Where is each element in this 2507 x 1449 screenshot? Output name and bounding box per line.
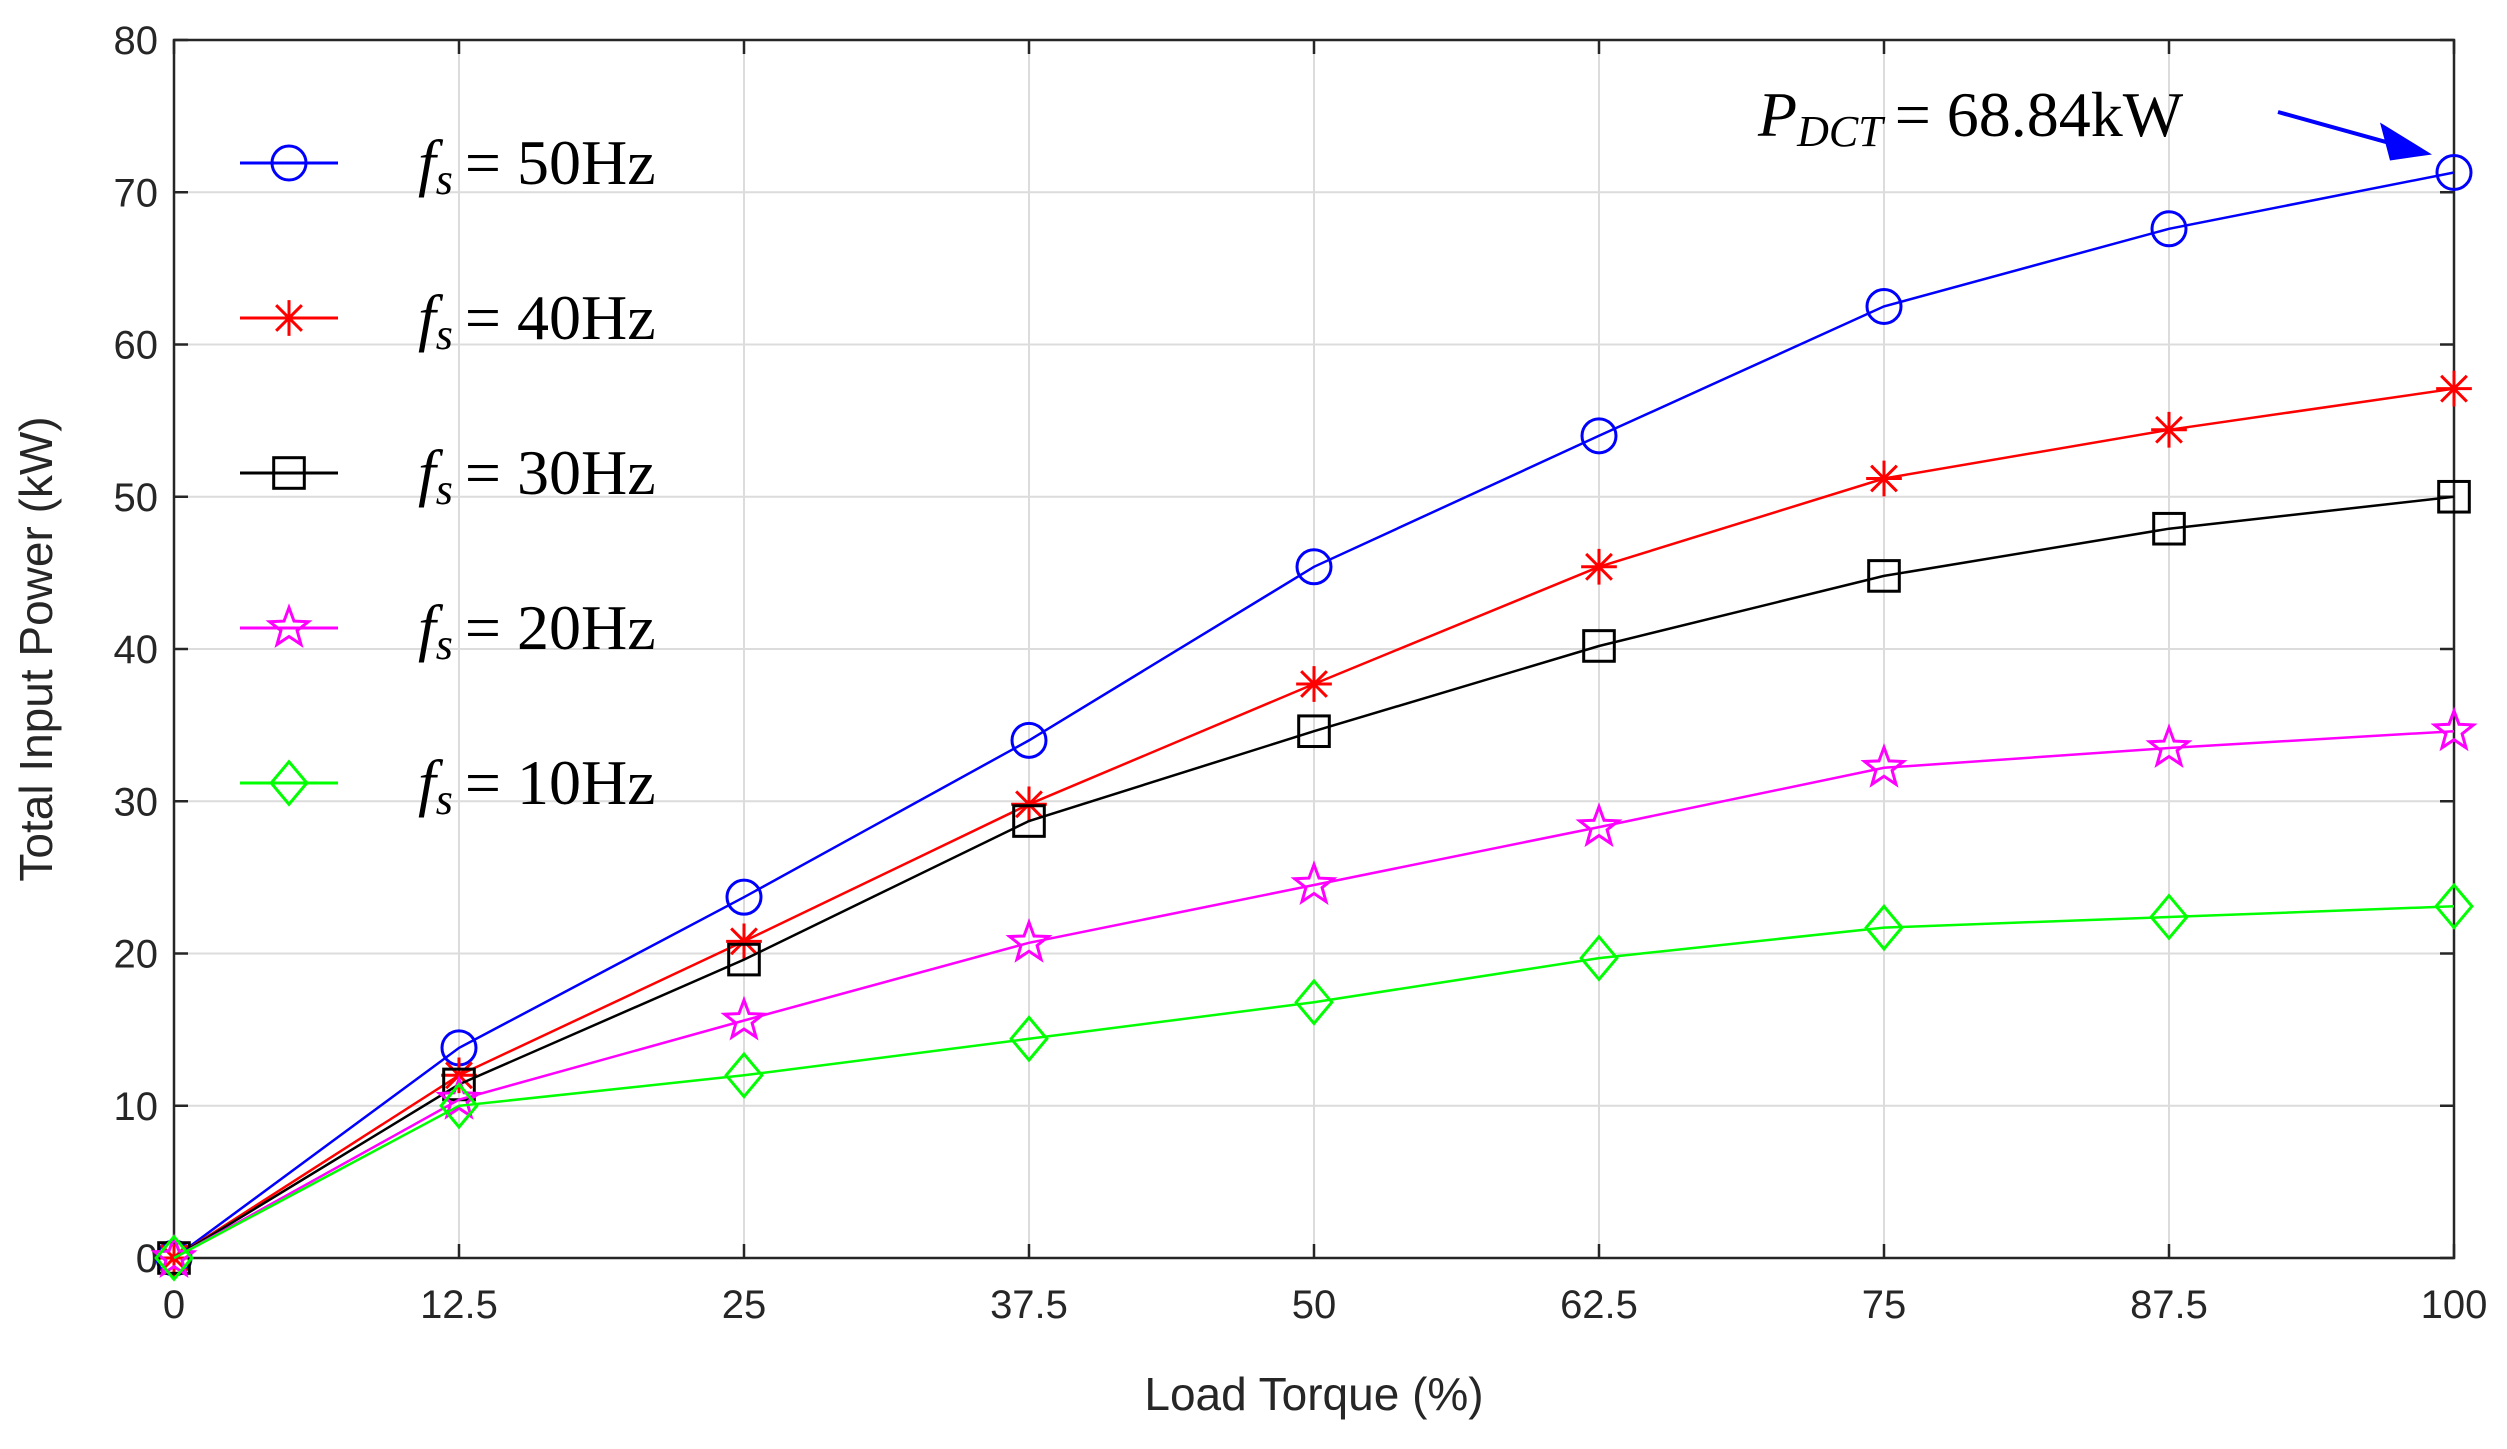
x-tick-label: 100	[2421, 1283, 2488, 1327]
star-marker	[2430, 706, 2478, 752]
star-marker	[1575, 802, 1623, 848]
diamond-marker	[1579, 934, 1619, 982]
series-line	[173, 729, 2455, 1260]
star-marker	[435, 1074, 483, 1120]
legend-label: fs = 30Hz	[418, 437, 656, 514]
diamond-marker	[154, 1234, 194, 1282]
circle-marker	[2435, 153, 2473, 191]
pdct-annotation: PDCT = 68.84kW	[1757, 79, 2432, 161]
x-axis-label: Load Torque (%)	[1144, 1368, 1483, 1420]
y-tick-label: 30	[114, 780, 159, 824]
diamond-marker	[2434, 882, 2474, 930]
series-3	[157, 479, 2471, 1275]
asterisk-marker	[271, 300, 307, 336]
annotation-arrow-line	[2277, 110, 2403, 149]
square-marker	[1582, 629, 1616, 663]
legend-label: fs = 10Hz	[418, 747, 656, 824]
x-tick-label: 50	[1292, 1283, 1337, 1327]
square-marker	[1012, 804, 1046, 838]
circle-marker	[1580, 417, 1618, 455]
x-tick-label: 0	[163, 1283, 185, 1327]
square-marker	[2437, 479, 2471, 514]
legend-entry: fs = 40Hz	[240, 282, 656, 359]
circle-marker	[1295, 548, 1333, 586]
square-marker	[727, 942, 761, 977]
grid	[174, 40, 2454, 1258]
y-tick-label: 80	[114, 19, 159, 63]
x-tick-label: 37.5	[990, 1283, 1068, 1327]
legend-label: fs = 40Hz	[418, 282, 656, 359]
legend-entry: fs = 30Hz	[240, 437, 656, 514]
circle-marker	[270, 144, 308, 182]
diamond-marker	[1294, 978, 1334, 1026]
asterisk-marker	[1866, 460, 1902, 497]
asterisk-marker	[726, 923, 762, 960]
y-tick-label: 0	[136, 1237, 158, 1281]
diamond-marker	[269, 759, 309, 807]
y-axis-label: Total Input Power (kW)	[10, 416, 62, 881]
x-tick-label: 62.5	[1560, 1283, 1638, 1327]
y-tick-label: 70	[114, 171, 159, 215]
circle-marker	[1010, 721, 1048, 759]
series-line	[173, 495, 2455, 1260]
series-5	[154, 882, 2474, 1282]
x-tick-label: 75	[1862, 1283, 1907, 1327]
legend-entry: fs = 50Hz	[240, 127, 656, 204]
series-4	[150, 706, 2478, 1278]
diamond-marker	[1864, 904, 1904, 952]
circle-marker	[1865, 287, 1903, 325]
star-marker	[265, 603, 313, 648]
square-marker	[2152, 511, 2186, 546]
y-tick-label: 60	[114, 324, 159, 368]
diamond-marker	[439, 1082, 479, 1130]
x-tick-label: 12.5	[420, 1283, 498, 1327]
square-marker	[157, 1241, 191, 1275]
axis-ticks: 0 12.5 25 37.5 50 62.5 75 87.5 100 0 10 20 30 40 50 60 7…	[114, 19, 2488, 1327]
legend-entry: fs = 10Hz	[240, 747, 656, 824]
diamond-marker	[724, 1051, 764, 1099]
square-marker	[272, 456, 306, 490]
circle-marker	[2150, 210, 2188, 248]
asterisk-marker	[1296, 666, 1332, 702]
annotation-label: PDCT = 68.84kW	[1757, 79, 2184, 156]
diamond-marker	[1009, 1015, 1049, 1063]
series-line	[173, 171, 2455, 1260]
square-marker	[1867, 559, 1901, 593]
star-marker	[2145, 723, 2193, 768]
circle-marker	[725, 878, 763, 916]
asterisk-marker	[2151, 411, 2187, 448]
y-tick-label: 10	[114, 1085, 159, 1129]
x-tick-label: 25	[722, 1283, 767, 1327]
star-marker	[720, 995, 768, 1041]
asterisk-marker	[2436, 370, 2472, 407]
series-line	[173, 905, 2455, 1260]
star-marker	[1005, 918, 1053, 963]
y-tick-label: 40	[114, 628, 159, 672]
series-group	[150, 153, 2478, 1282]
arrow-head-icon	[2380, 122, 2432, 161]
diamond-marker	[2149, 893, 2189, 941]
star-marker	[1290, 860, 1338, 905]
y-tick-label: 20	[114, 933, 159, 977]
square-marker	[1297, 714, 1331, 749]
y-tick-label: 50	[114, 476, 159, 520]
legend-label: fs = 50Hz	[418, 127, 656, 204]
asterisk-marker	[1581, 548, 1617, 585]
star-marker	[1860, 743, 1908, 788]
x-tick-label: 87.5	[2130, 1283, 2208, 1327]
